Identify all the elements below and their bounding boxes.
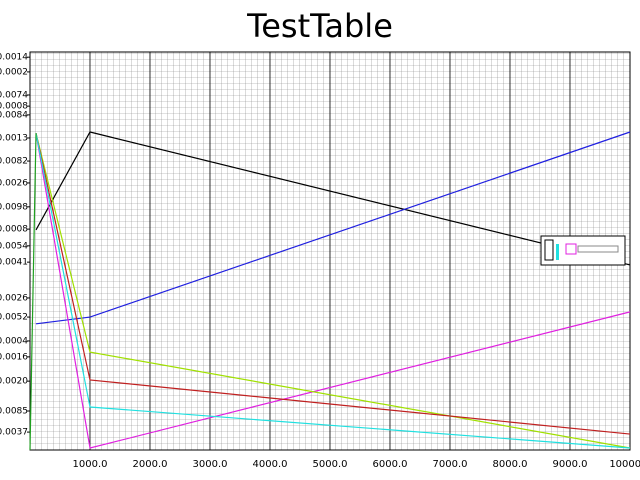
line: [29, 133, 37, 451]
x-tick-label: 10000.0: [609, 459, 640, 470]
chart-title: TestTable: [246, 7, 393, 45]
y-tick-label: 0.0098: [0, 202, 28, 212]
y-tick-label: 0.0082: [0, 157, 28, 167]
x-tick-label: 6000.0: [373, 459, 408, 470]
line: [35, 131, 631, 266]
x-tick-label: 3000.0: [193, 459, 228, 470]
x-tick-label: 5000.0: [313, 459, 348, 470]
legend: [540, 235, 626, 266]
y-tick-label: 0.0054: [0, 241, 28, 251]
y-tick-label: 0.0026: [0, 178, 28, 188]
y-tick-label: 0.0020: [0, 377, 28, 387]
x-tick-label: 8000.0: [493, 459, 528, 470]
y-tick-label: 0.0074: [0, 90, 28, 100]
y-tick-label: 0.0016: [0, 352, 28, 362]
y-tick-label: 0.0026: [0, 293, 28, 303]
y-tick-label: 0.0014: [0, 53, 28, 63]
y-tick-label: 0.0004: [0, 336, 28, 346]
x-tick-label: 9000.0: [553, 459, 588, 470]
y-tick-label: 0.0037: [0, 428, 28, 438]
x-tick-label: 7000.0: [433, 459, 468, 470]
y-tick-label: 0.0013: [0, 133, 28, 143]
y-tick-label: 0.0085: [0, 406, 28, 416]
line: [35, 133, 631, 449]
y-tick-label: 0.0002: [0, 67, 28, 77]
y-tick-label: 0.0008: [0, 225, 28, 235]
y-tick-label: 0.0008: [0, 102, 28, 112]
x-tick-label: 4000.0: [253, 459, 288, 470]
y-tick-label: 0.0041: [0, 258, 28, 268]
line: [35, 133, 631, 449]
x-tick-label: 2000.0: [133, 459, 168, 470]
line: [35, 133, 631, 435]
line: [35, 131, 631, 325]
y-tick-label: 0.0052: [0, 313, 28, 323]
y-tick-label: 0.0084: [0, 110, 28, 120]
x-tick-label: 1000.0: [73, 459, 108, 470]
